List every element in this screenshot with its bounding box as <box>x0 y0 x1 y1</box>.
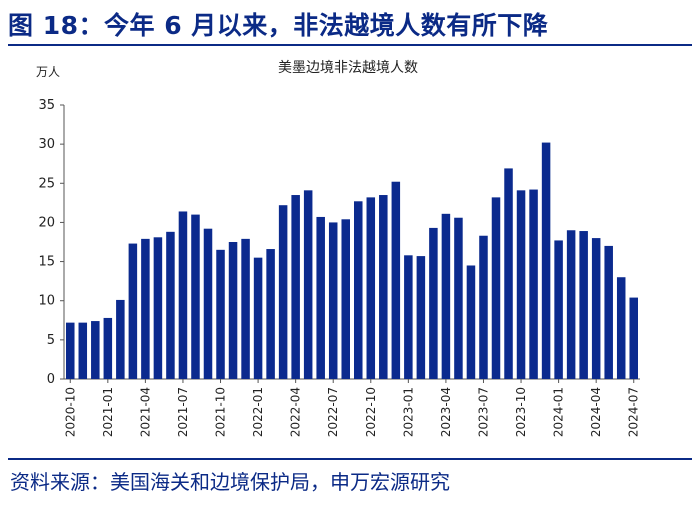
bar <box>479 235 488 379</box>
bar <box>529 189 538 379</box>
bar-series <box>66 142 638 379</box>
y-axis: 0 5 10 15 20 25 30 35 <box>38 98 65 387</box>
bar <box>166 231 175 379</box>
x-tick-label: 2020-10 <box>63 387 77 437</box>
bar <box>379 195 388 379</box>
y-axis-unit-label: 万人 <box>36 65 60 79</box>
y-tick-label: 35 <box>38 98 55 113</box>
bar <box>441 213 451 379</box>
bar <box>266 249 275 379</box>
bar <box>616 277 626 379</box>
x-axis: 2020-10 2021-01 2021-04 2021-07 2021-10 2022-… <box>63 378 641 437</box>
bar <box>128 243 138 379</box>
bar <box>116 299 125 379</box>
y-tick-label: 5 <box>47 333 55 348</box>
bar <box>328 222 338 379</box>
bar <box>429 227 438 379</box>
x-tick-label: 2022-01 <box>251 387 265 437</box>
bar <box>554 240 563 379</box>
bar <box>591 238 601 379</box>
bar <box>579 231 588 379</box>
bar <box>78 322 88 379</box>
x-tick-label: 2021-04 <box>138 387 152 437</box>
bar <box>216 249 225 379</box>
bar <box>466 265 476 379</box>
x-tick-label: 2023-04 <box>439 387 453 437</box>
bar <box>203 228 213 379</box>
bar <box>629 297 638 379</box>
bar <box>153 237 163 379</box>
bar <box>366 197 376 379</box>
bar <box>228 242 238 379</box>
bar <box>491 197 501 379</box>
bar <box>278 205 288 379</box>
bar <box>103 317 113 379</box>
bar <box>604 245 613 379</box>
x-tick-label: 2022-07 <box>326 387 340 437</box>
y-tick-label: 20 <box>38 215 55 230</box>
bar <box>191 214 200 379</box>
x-tick-label: 2024-07 <box>627 387 641 437</box>
bar <box>253 257 263 379</box>
bar <box>303 190 313 379</box>
x-tick-label: 2023-01 <box>401 387 415 437</box>
bar <box>404 255 413 379</box>
title-divider <box>8 44 692 46</box>
bar <box>178 211 188 379</box>
bar <box>541 142 551 379</box>
x-tick-label: 2024-01 <box>552 387 566 437</box>
bar <box>516 190 526 379</box>
x-tick-label: 2024-04 <box>589 387 603 437</box>
bar <box>454 217 463 379</box>
bar <box>91 321 100 379</box>
y-tick-label: 0 <box>47 372 55 387</box>
bar <box>291 195 300 379</box>
x-tick-label: 2021-01 <box>101 387 115 437</box>
bar <box>354 201 363 379</box>
bar <box>66 322 75 379</box>
y-tick-label: 10 <box>38 294 55 309</box>
y-tick-label: 25 <box>38 176 55 191</box>
x-tick-label: 2023-10 <box>514 387 528 437</box>
source-note: 资料来源：美国海关和边境保护局，申万宏源研究 <box>10 470 450 494</box>
x-tick-label: 2023-07 <box>476 387 490 437</box>
x-tick-label: 2022-04 <box>289 387 303 437</box>
bar <box>391 181 401 379</box>
bar <box>416 256 426 379</box>
bar <box>504 168 513 379</box>
bar <box>241 238 250 379</box>
bar <box>566 230 576 379</box>
y-tick-label: 15 <box>38 255 55 270</box>
figure-title: 图 18：今年 6 月以来，非法越境人数有所下降 <box>8 11 549 40</box>
bar <box>141 238 150 379</box>
y-tick-label: 30 <box>38 137 55 152</box>
x-tick-label: 2022-10 <box>364 387 378 437</box>
bar <box>316 216 325 379</box>
chart-title: 美墨边境非法越境人数 <box>278 60 418 76</box>
bar-chart: 美墨边境非法越境人数 万人 0 5 10 15 20 25 30 35 2020-10 2021… <box>36 60 641 437</box>
source-divider <box>8 458 692 460</box>
x-tick-label: 2021-10 <box>214 387 228 437</box>
bar <box>341 219 350 379</box>
x-tick-label: 2021-07 <box>176 387 190 437</box>
